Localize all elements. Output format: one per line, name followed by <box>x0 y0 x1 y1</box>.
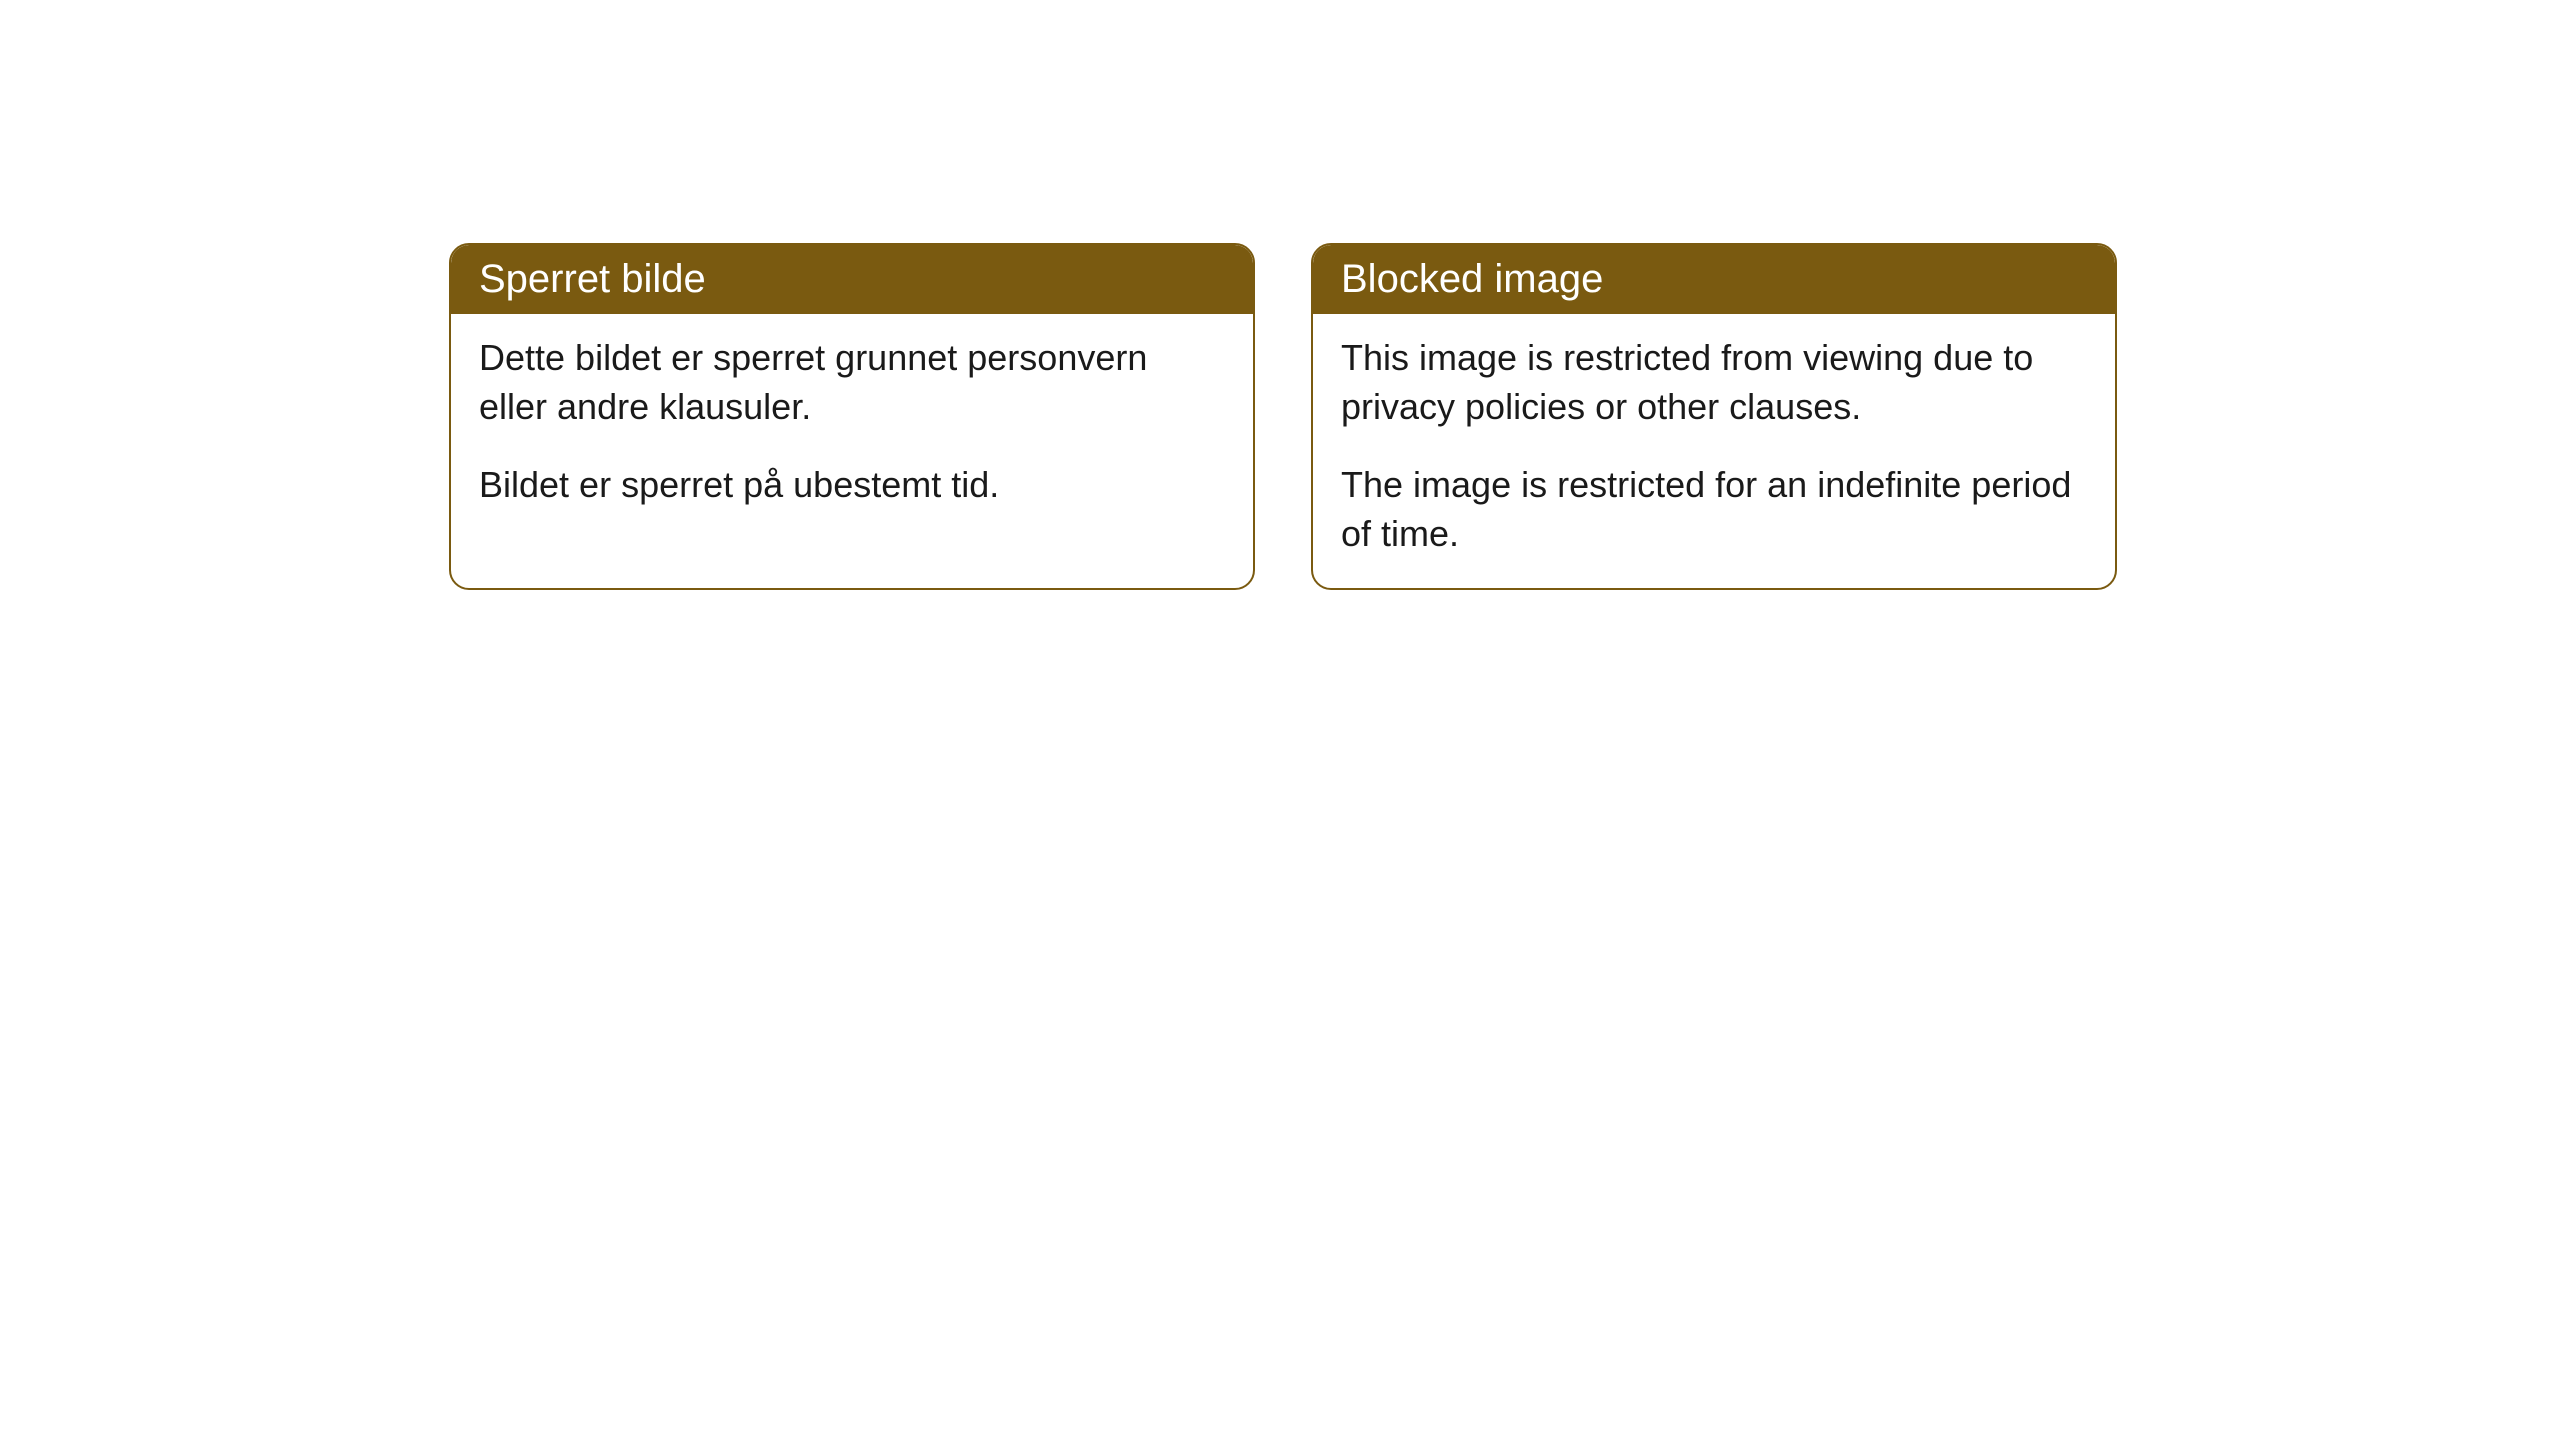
card-norwegian: Sperret bilde Dette bildet er sperret gr… <box>449 243 1255 590</box>
card-body-english: This image is restricted from viewing du… <box>1313 314 2115 588</box>
card-text-english-p1: This image is restricted from viewing du… <box>1341 334 2087 431</box>
card-text-norwegian-p1: Dette bildet er sperret grunnet personve… <box>479 334 1225 431</box>
cards-container: Sperret bilde Dette bildet er sperret gr… <box>449 243 2117 590</box>
card-body-norwegian: Dette bildet er sperret grunnet personve… <box>451 314 1253 540</box>
card-english: Blocked image This image is restricted f… <box>1311 243 2117 590</box>
card-text-english-p2: The image is restricted for an indefinit… <box>1341 461 2087 558</box>
card-header-english: Blocked image <box>1313 245 2115 314</box>
card-text-norwegian-p2: Bildet er sperret på ubestemt tid. <box>479 461 1225 510</box>
card-header-norwegian: Sperret bilde <box>451 245 1253 314</box>
